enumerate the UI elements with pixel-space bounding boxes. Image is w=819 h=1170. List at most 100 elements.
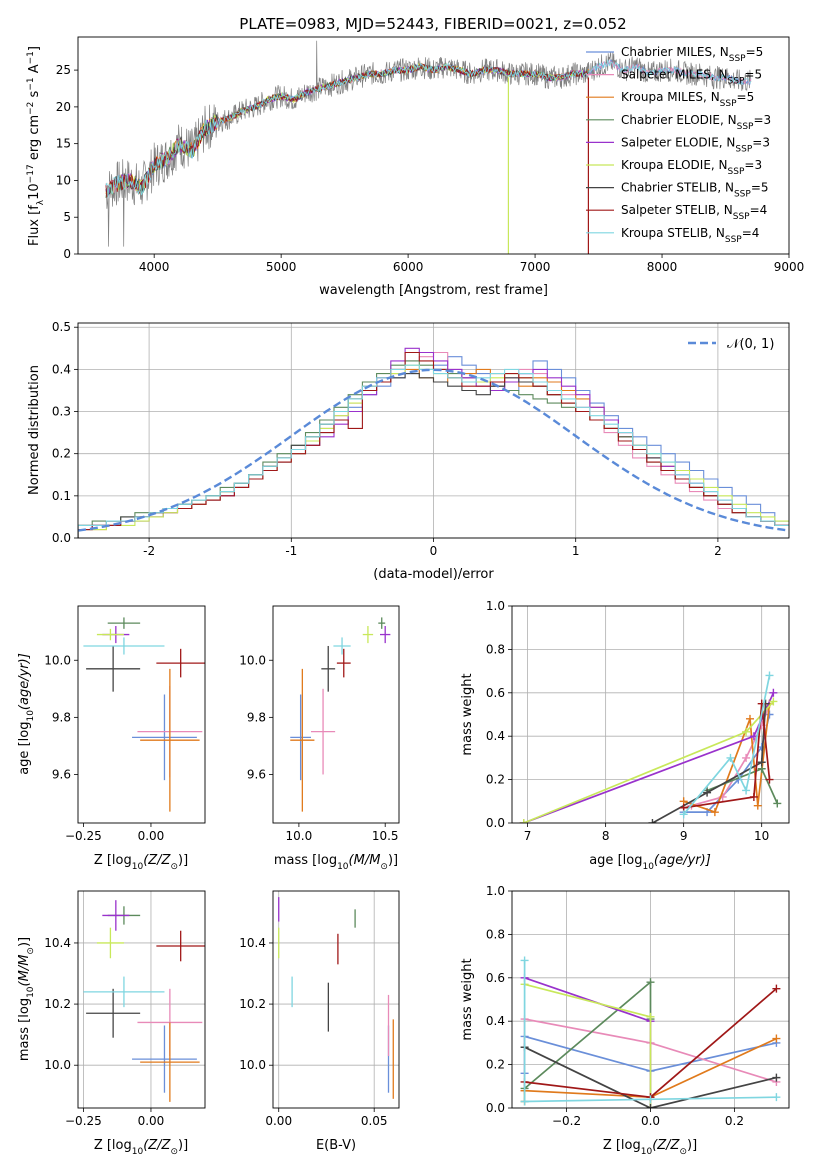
y-tick-label: 0.2 — [486, 1058, 505, 1072]
weight-marker — [646, 1095, 655, 1104]
hist-y-axis-label: Normed distribution — [27, 365, 42, 495]
label-part: N — [726, 135, 735, 149]
mass-weight-vs-age-plot — [519, 671, 782, 823]
label-part: =5 — [751, 181, 769, 195]
weight-marker — [646, 1104, 655, 1108]
weight-marker — [519, 819, 528, 823]
label-part: N — [720, 45, 729, 59]
label-part: )] — [178, 853, 188, 868]
y-tick-label: 0.4 — [52, 362, 71, 376]
label-part: =4 — [750, 203, 768, 217]
label-part: (age/yr)] — [17, 653, 32, 710]
legend-label: Salpeter MILES, NSSP=5 — [621, 68, 762, 87]
x-tick-label: 0.00 — [265, 1114, 292, 1128]
weight-marker — [520, 1097, 529, 1106]
label-part: s — [27, 90, 42, 101]
label-part: SSP — [729, 54, 746, 64]
x-tick-label: 10 — [754, 829, 769, 843]
label-part: (Z/Z — [143, 1138, 171, 1153]
y-tick-label: 10.2 — [239, 997, 266, 1011]
x-tick-label: 6000 — [393, 260, 424, 274]
y-tick-label: 9.6 — [52, 767, 71, 781]
y-tick-label: 0.6 — [486, 971, 505, 985]
weight-marker — [520, 956, 529, 965]
legend-label: Salpeter ELODIE, NSSP=3 — [621, 135, 770, 154]
age-vs-mass-frame — [272, 605, 400, 824]
label-part: 10 — [642, 862, 654, 872]
weight-marker — [749, 792, 758, 801]
x-tick-label: 0.2 — [725, 1114, 744, 1128]
label-part: Z [log — [603, 1138, 641, 1153]
mass-z-x-axis-label: Z [log10(Z/Z⊙)] — [94, 1138, 188, 1157]
weight-marker — [742, 753, 751, 762]
label-part: 10 — [26, 986, 36, 998]
y-tick-label: 0.2 — [52, 447, 71, 461]
x-tick-label: 0.0 — [641, 1114, 660, 1128]
weight-marker — [646, 1012, 655, 1021]
y-tick-label: 0.1 — [52, 489, 71, 503]
x-tick-label: 4000 — [139, 260, 170, 274]
x-tick-label: 0 — [430, 544, 438, 558]
x-tick-label: 8000 — [647, 260, 678, 274]
hist-legend-label: 𝒩(0, 1) — [727, 337, 774, 352]
label-part: Chabrier ELODIE, — [621, 113, 728, 127]
label-part: erg cm — [27, 115, 42, 164]
label-part: (M/M — [17, 955, 32, 987]
label-part: N — [719, 68, 728, 82]
age-mass-x-axis-label: mass [log10(M/M⊙)] — [274, 853, 398, 872]
weight-marker — [772, 1073, 781, 1082]
mass-vs-EBV-frame — [272, 890, 400, 1109]
label-part: SSP — [733, 212, 750, 222]
label-part: (M/M — [349, 853, 381, 868]
x-tick-label: 7000 — [520, 260, 551, 274]
label-part: =4 — [742, 226, 760, 240]
age-vs-mass-axes: 10.0 10.5 9.6 9.8 10.0 mass [log10(M/M⊙)] — [239, 605, 400, 872]
weight-marker — [753, 801, 762, 810]
y-tick-label: 1.0 — [486, 884, 505, 898]
label-part: )] — [17, 937, 32, 947]
weight-marker — [742, 727, 751, 736]
label-part: N — [716, 226, 725, 240]
label-part: Salpeter ELODIE, — [621, 135, 726, 149]
label-part: Salpeter MILES, — [621, 68, 719, 82]
y-tick-label: 9.6 — [247, 767, 266, 781]
label-part: ⊙ — [380, 862, 388, 872]
x-tick-label: 9000 — [774, 260, 805, 274]
weight-marker — [772, 1034, 781, 1043]
y-tick-label: 0.8 — [486, 927, 505, 941]
y-tick-label: 10.0 — [44, 1058, 71, 1072]
mass-vs-EBV-axes: 0.00 0.05 10.0 10.2 10.4 E(B-V) — [239, 890, 400, 1153]
label-part: SSP — [735, 144, 752, 154]
spectrum-axes: 4000 5000 6000 7000 8000 9000 0 5 10 15 20 25 wavele… — [26, 36, 805, 298]
legend-label: Kroupa STELIB, NSSP=4 — [621, 226, 759, 245]
weight-line-kroupa-stelib — [523, 960, 777, 1103]
residuals-axes: -2 -1 0 1 2 0.0 0.1 0.2 0.3 0.4 0.5 𝒩(0, 1) (data-mo… — [27, 320, 790, 582]
y-tick-label: 15 — [56, 137, 71, 151]
x-tick-label: −0.2 — [552, 1114, 581, 1128]
mass-weight-vs-age-axes: 7 8 9 10 0.0 0.2 0.4 0.6 0.8 1.0 mass weight age [l… — [460, 599, 790, 872]
weight-line-chabrier-stelib — [524, 1046, 777, 1108]
label-part: Chabrier MILES, — [621, 45, 720, 59]
legend-label: Kroupa MILES, NSSP=5 — [621, 90, 754, 109]
y-tick-label: 0.0 — [486, 1101, 505, 1115]
label-part: Kroupa ELODIE, — [621, 158, 719, 172]
spectrum-y-axis-label: Flux [fλ10−17 erg cm−2 s−1 A−1] — [26, 46, 46, 246]
age-vs-Z-frame — [77, 605, 206, 824]
label-part: N — [725, 181, 734, 195]
spectrum-frame — [77, 36, 790, 255]
y-tick-label: 0.6 — [486, 686, 505, 700]
hist-x-axis-label: (data-model)/error — [373, 567, 494, 582]
weight-marker — [769, 697, 778, 706]
label-part: Kroupa STELIB, — [621, 226, 716, 240]
weight-marker — [710, 808, 719, 817]
label-part: mass [log — [274, 853, 337, 868]
weight-marker — [765, 710, 774, 719]
weight-marker — [765, 671, 774, 680]
y-tick-label: 9.8 — [52, 710, 71, 724]
x-tick-label: -1 — [285, 544, 297, 558]
legend-label: Chabrier ELODIE, NSSP=3 — [621, 113, 771, 132]
ebv-x-axis-label: E(B-V) — [316, 1138, 356, 1153]
x-tick-label: 0.05 — [361, 1114, 388, 1128]
